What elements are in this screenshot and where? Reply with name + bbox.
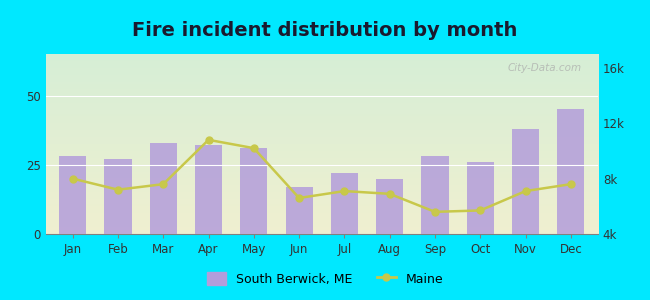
Bar <box>421 157 448 234</box>
Bar <box>105 159 131 234</box>
Text: Fire incident distribution by month: Fire incident distribution by month <box>133 21 517 40</box>
Legend: South Berwick, ME, Maine: South Berwick, ME, Maine <box>202 267 448 291</box>
Bar <box>240 148 267 234</box>
Text: City-Data.com: City-Data.com <box>507 63 582 73</box>
Bar <box>59 157 86 234</box>
Bar <box>557 110 584 234</box>
Bar <box>285 187 313 234</box>
Bar <box>331 173 358 234</box>
Bar <box>512 129 539 234</box>
Bar <box>467 162 494 234</box>
Bar <box>150 142 177 234</box>
Bar <box>376 178 403 234</box>
Bar <box>195 146 222 234</box>
